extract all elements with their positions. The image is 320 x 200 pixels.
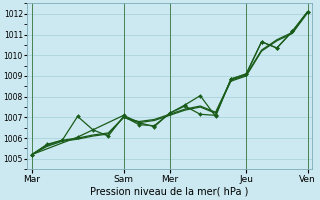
X-axis label: Pression niveau de la mer( hPa ): Pression niveau de la mer( hPa ) <box>90 187 249 197</box>
